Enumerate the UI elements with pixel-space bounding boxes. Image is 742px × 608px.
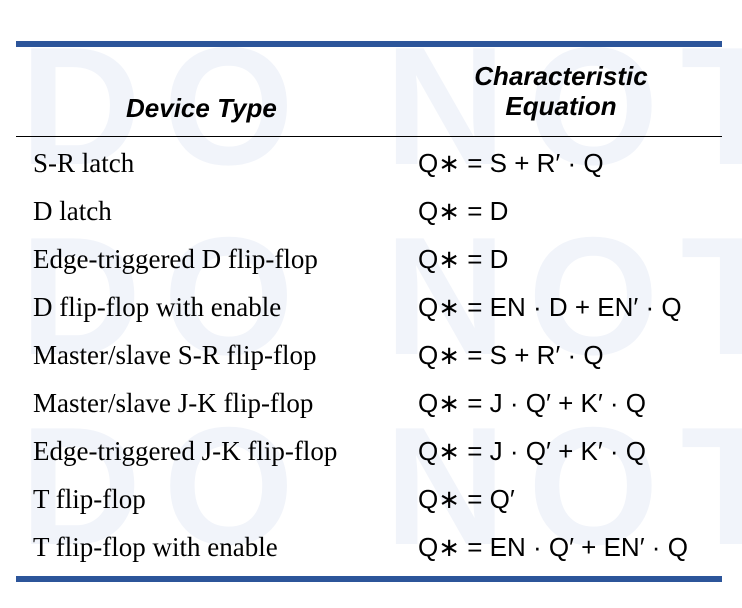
bottom-rule — [16, 576, 722, 582]
equation-cell: Q∗ = S + R′ · Q — [418, 340, 604, 370]
table-row: D flip-flop with enable Q∗ = EN · D + EN… — [16, 284, 722, 332]
equation-cell: Q∗ = S + R′ · Q — [418, 148, 604, 178]
equation-cell: Q∗ = Q′ — [418, 484, 515, 514]
header-rule — [16, 136, 722, 137]
top-rule — [16, 41, 722, 47]
device-type-cell: Edge-triggered J-K flip-flop — [33, 436, 338, 466]
device-type-cell: T flip-flop with enable — [33, 532, 278, 562]
equation-cell: Q∗ = D — [418, 196, 509, 226]
table-row: Edge-triggered D flip-flop Q∗ = D — [16, 236, 722, 284]
device-type-cell: D latch — [33, 196, 112, 226]
characteristic-equation-table: Device Type Characteristic Equation S-R … — [16, 41, 722, 582]
table-row: Master/slave S-R flip-flop Q∗ = S + R′ ·… — [16, 332, 722, 380]
table-body: S-R latch Q∗ = S + R′ · Q D latch Q∗ = D… — [16, 137, 722, 576]
table-row: Master/slave J-K flip-flop Q∗ = J · Q′ +… — [16, 380, 722, 428]
device-type-cell: T flip-flop — [33, 484, 146, 514]
device-type-cell: D flip-flop with enable — [33, 292, 282, 322]
equation-cell: Q∗ = D — [418, 244, 509, 274]
equation-cell: Q∗ = J · Q′ + K′ · Q — [418, 388, 647, 418]
equation-cell: Q∗ = EN · Q′ + EN′ · Q — [418, 532, 688, 562]
table-row: T flip-flop Q∗ = Q′ — [16, 476, 722, 524]
header-characteristic-equation: Characteristic Equation — [474, 61, 648, 121]
table-row: T flip-flop with enable Q∗ = EN · Q′ + E… — [16, 524, 722, 572]
device-type-cell: Edge-triggered D flip-flop — [33, 244, 318, 274]
header-device-type: Device Type — [126, 93, 277, 123]
device-type-cell: Master/slave J-K flip-flop — [33, 388, 314, 418]
device-type-cell: Master/slave S-R flip-flop — [33, 340, 317, 370]
table-row: S-R latch Q∗ = S + R′ · Q — [16, 140, 722, 188]
table-row: D latch Q∗ = D — [16, 188, 722, 236]
equation-cell: Q∗ = J · Q′ + K′ · Q — [418, 436, 647, 466]
table-row: Edge-triggered J-K flip-flop Q∗ = J · Q′… — [16, 428, 722, 476]
device-type-cell: S-R latch — [33, 148, 135, 178]
equation-cell: Q∗ = EN · D + EN′ · Q — [418, 292, 682, 322]
table-header: Device Type Characteristic Equation — [16, 47, 722, 136]
